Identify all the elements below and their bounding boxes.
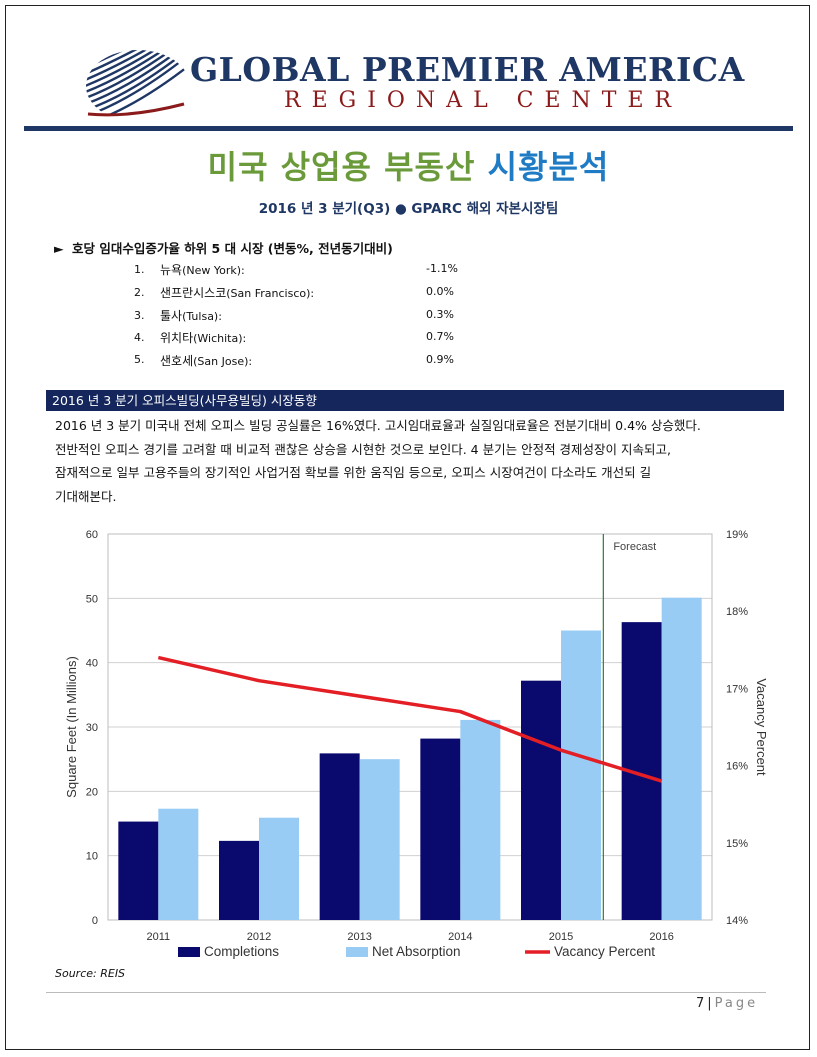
bar-net-absorption [460,719,501,920]
x-tick-label: 2016 [649,931,673,943]
paragraph-line: 전반적인 오피스 경기를 고려할 때 비교적 괜찮은 상승을 시현한 것으로 보… [55,441,672,457]
page-border [5,5,810,1050]
legend-label-net-absorption: Net Absorption [372,944,461,959]
legend-swatch-net-absorption [346,947,368,957]
bullet-arrow-icon: ► [54,241,64,256]
forecast-label: Forecast [613,541,656,553]
org-name: GLOBAL PREMIER AMERICA [190,50,745,89]
section-heading-bar: 2016 년 3 분기 오피스빌딩(사무용빌딩) 시장동향 [46,390,784,411]
y2-axis-label: Vacancy Percent [754,678,769,776]
ranking-heading: ► 호당 임대수입증가율 하위 5 대 시장 (변동%, 전년동기대비) [54,238,393,257]
rank-value: 0.3% [426,308,454,321]
y-tick-label: 20 [86,786,98,798]
rank-market: 뉴욕(New York): [160,263,245,277]
y-axis-label: Square Feet (In Millions) [64,656,79,798]
plot-area [107,533,713,921]
rank-value: 0.0% [426,285,454,298]
title-part2: 시황분석 [487,148,610,186]
rank-number: 4. [134,331,145,344]
page-number: 7 | Page [696,996,758,1011]
rank-number: 2. [134,286,145,299]
org-subtitle: REGIONAL CENTER [284,88,683,113]
rank-number: 3. [134,309,145,322]
legend-label-vacancy: Vacancy Percent [554,944,655,959]
report-subtitle: 2016 년 3 분기(Q3) ● GPARC 해외 자본시장팀 [258,201,559,217]
bar-completions [319,753,360,920]
y2-tick-label: 15% [726,838,748,850]
header-divider [24,126,793,131]
y-tick-label: 0 [92,915,98,927]
y-tick-label: 10 [86,851,98,863]
x-tick-label: 2015 [549,931,573,943]
legend-swatch-completions [178,947,200,957]
bar-net-absorption [561,630,601,920]
bar-completions [420,738,461,920]
bar-net-absorption [661,597,702,920]
bar-net-absorption [259,817,299,920]
rank-market: 샌프란시스코(San Francisco): [160,286,315,300]
x-tick-label: 2011 [147,931,171,943]
y2-tick-label: 18% [726,606,748,618]
rank-number: 5. [134,353,145,366]
y2-tick-label: 14% [726,915,748,927]
paragraph-line: 기대해본다. [55,488,117,504]
rank-number: 1. [134,263,145,276]
bar-net-absorption [158,808,199,920]
y2-tick-label: 19% [726,529,748,541]
rank-market: 툴사(Tulsa): [160,309,222,323]
legend-label-completions: Completions [204,944,279,959]
rank-market: 위치타(Wichita): [160,331,247,345]
y-tick-label: 60 [86,529,98,541]
source-note: Source: REIS [55,967,126,980]
bar-completions [219,840,259,920]
x-tick-label: 2013 [347,931,371,943]
section-paragraph: 2016 년 3 분기 미국내 전체 오피스 빌딩 공실률은 16%였다. 고시… [55,414,775,508]
paragraph-line: 2016 년 3 분기 미국내 전체 오피스 빌딩 공실률은 16%였다. 고시… [55,418,701,433]
footer-divider [46,992,766,993]
page-number-value: 7 [696,996,705,1011]
vacancy-line [157,655,663,783]
page-word: Page [714,996,759,1011]
y-tick-label: 30 [86,722,98,734]
y2-tick-label: 17% [726,683,748,695]
y-tick-label: 40 [86,658,98,670]
x-tick-label: 2014 [448,931,472,943]
ranking-heading-text: 호당 임대수입증가율 하위 5 대 시장 (변동%, 전년동기대비) [71,241,393,256]
page-separator: | [707,996,712,1011]
y2-tick-label: 16% [726,761,748,773]
rank-value: 0.7% [426,330,454,343]
page-title: 미국 상업용 부동산 시황분석 [0,142,817,188]
rank-value: -1.1% [426,262,458,275]
globe-stripes-logo-icon [86,50,190,120]
title-part1: 미국 상업용 부동산 [207,148,476,186]
bar-net-absorption [359,759,400,920]
x-tick-label: 2012 [247,931,271,943]
rank-value: 0.9% [426,353,454,366]
bar-completions [521,680,561,920]
paragraph-line: 잠재적으로 일부 고용주들의 장기적인 사업거점 확보를 위한 움직임 등으로,… [55,465,652,480]
y-tick-label: 50 [86,593,98,605]
rank-market: 샌호세(San Jose): [160,354,253,368]
office-market-chart: 0 10 20 30 40 50 60 14% 15% 16% 17% 18% 19% 2011 2012 2… [64,529,769,959]
bar-completions [118,821,159,920]
